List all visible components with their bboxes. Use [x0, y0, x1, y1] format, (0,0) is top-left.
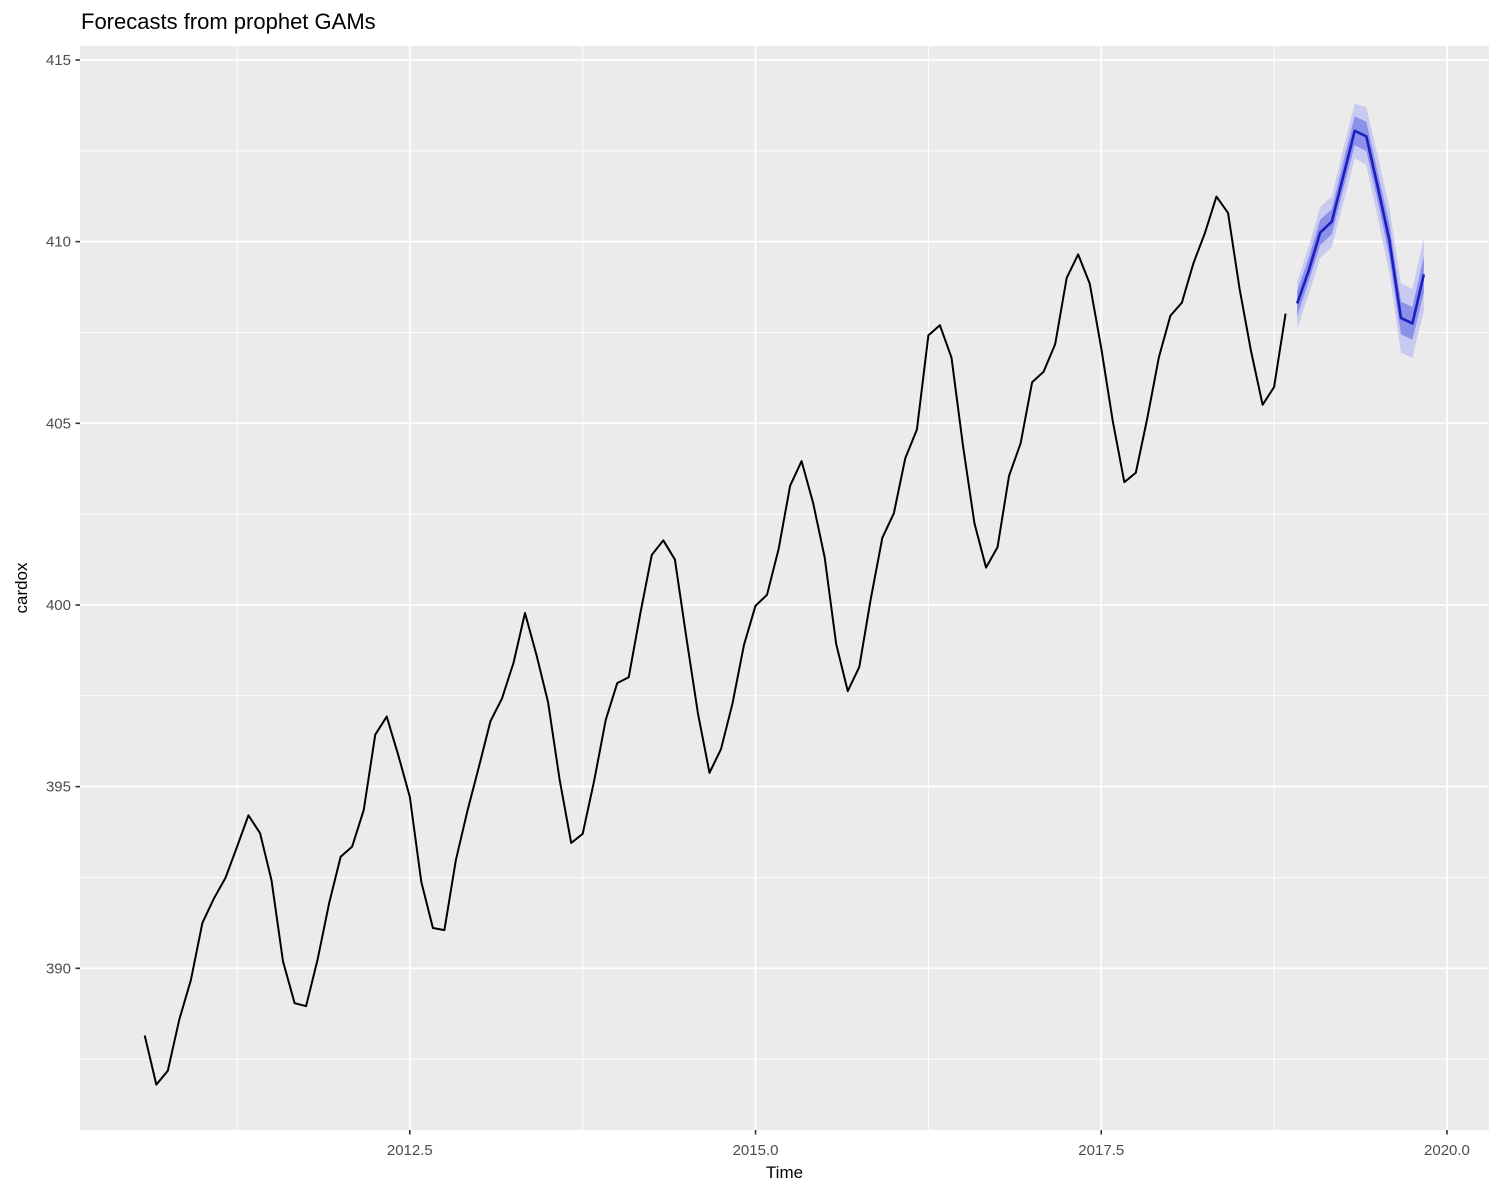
x-axis-label: Time [765, 1163, 804, 1182]
x-tick-labels: 2012.5 2015.0 2017.5 2020.0 [387, 1142, 1470, 1159]
observed-line [143, 195, 1287, 1086]
y-tick-label: 395 [46, 779, 71, 796]
y-axis-label: cardox [12, 562, 31, 614]
x-tick-label: 2017.5 [1078, 1142, 1124, 1159]
x-tick-label: 2020.0 [1424, 1142, 1470, 1159]
y-tick-label: 400 [46, 597, 71, 614]
forecast-line [1295, 129, 1426, 325]
panel-background [80, 46, 1489, 1130]
major-gridlines [80, 46, 1489, 1130]
x-tick-label: 2012.5 [387, 1142, 433, 1159]
y-tick-label: 405 [46, 415, 71, 432]
axis-ticks [75, 59, 1448, 1135]
forecast-interval-inner [1297, 116, 1424, 340]
x-tick-label: 2015.0 [733, 1142, 779, 1159]
y-tick-label: 390 [46, 960, 71, 977]
minor-gridlines [80, 46, 1489, 1130]
y-tick-label: 410 [46, 234, 71, 251]
y-tick-labels: 390 395 400 405 410 415 [46, 52, 71, 977]
y-tick-label: 415 [46, 52, 71, 69]
plot-title: Forecasts from prophet GAMs [81, 9, 376, 34]
